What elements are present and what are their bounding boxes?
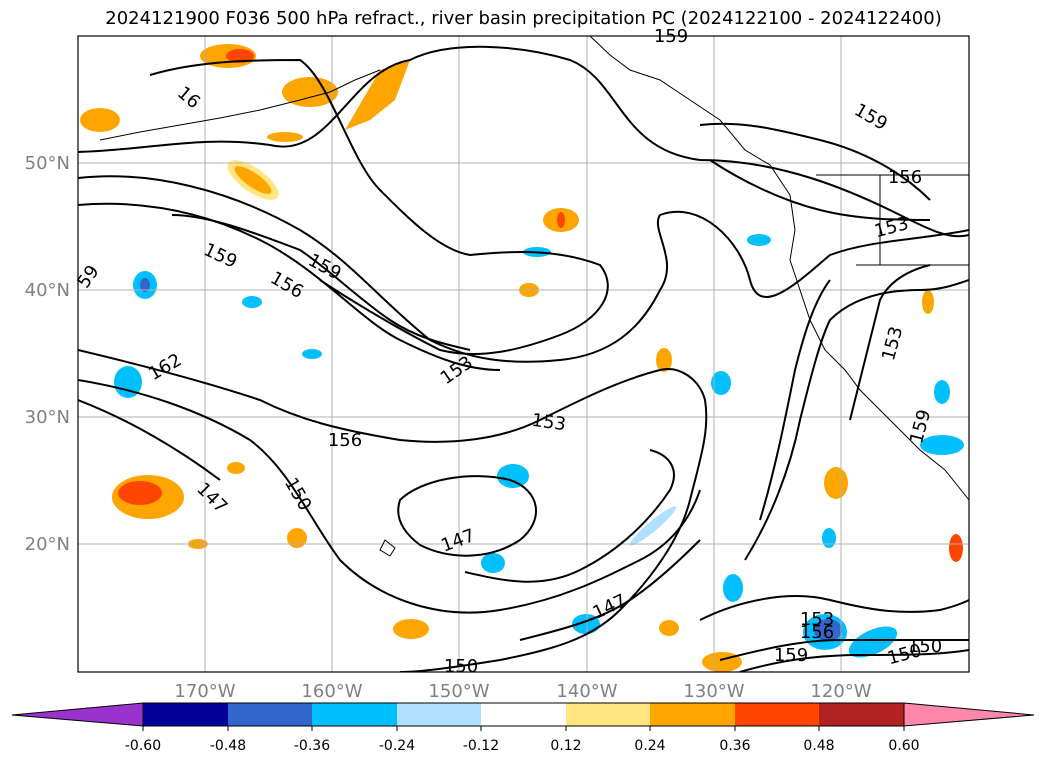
lon-label: 150°W [428, 681, 489, 700]
colorbar-tick-label: 0.36 [719, 738, 750, 754]
precip-blob [557, 212, 565, 228]
colorbar-segment [312, 703, 397, 726]
precip-blob [922, 290, 934, 314]
precip-blob [934, 380, 950, 404]
map-background [78, 36, 969, 672]
precip-blob [282, 77, 338, 107]
lat-label: 50°N [25, 153, 70, 174]
precip-blob [302, 349, 322, 359]
precip-blob [140, 278, 150, 292]
precip-blob [234, 166, 272, 194]
lon-label: 130°W [683, 681, 744, 700]
precip-blob [702, 652, 742, 672]
precip-blob [814, 619, 842, 641]
latitude-labels: 50°N 40°N 30°N 20°N [25, 153, 70, 555]
precip-blob [824, 467, 848, 499]
colorbar-segment [735, 703, 819, 726]
precip-blob [481, 553, 505, 573]
contour-label: 153 [530, 410, 567, 436]
precip-blob [267, 132, 303, 142]
colorbar-segment [143, 703, 228, 726]
refractivity-contours [78, 45, 969, 672]
precipitation-shading [80, 44, 964, 672]
precip-blob [920, 435, 964, 455]
contour-label: 150 [444, 656, 478, 677]
colorbar-segment [481, 703, 566, 726]
contour-label: 159 [774, 645, 808, 666]
colorbar-tick-label: 0.60 [888, 738, 919, 754]
precip-blob [226, 49, 254, 63]
precip-blob [497, 464, 529, 488]
lat-label: 30°N [25, 407, 70, 428]
lat-label: 20°N [25, 534, 70, 555]
map-panel: 159 16 159 156 159 59 162 153 156 153 15… [25, 26, 970, 700]
contour-label: 156 [800, 622, 834, 643]
precip-blob [659, 620, 679, 636]
colorbar-segment [228, 703, 312, 726]
precip-blob [822, 528, 836, 548]
colorbar-ticks [142, 726, 905, 731]
contour-label: 153 [800, 609, 834, 630]
lon-label: 140°W [556, 681, 617, 700]
colorbar-segment [397, 703, 481, 726]
colorbar-tick-label: -0.60 [125, 738, 161, 754]
colorbar-tick-label: -0.48 [210, 738, 246, 754]
contour-label: 156 [888, 167, 922, 188]
colorbar-tick-label: -0.12 [463, 738, 499, 754]
colorbar-extend-max [903, 702, 1035, 727]
map-frame [77, 35, 970, 673]
precip-blob [118, 481, 162, 505]
lon-label: 170°W [174, 681, 235, 700]
precip-blob [629, 506, 677, 546]
contour-label: 150 [908, 636, 942, 657]
contour-label: 159 [654, 26, 688, 47]
precip-blob [242, 296, 262, 308]
colorbar-tick-label: -0.24 [379, 738, 415, 754]
precip-blob [949, 534, 963, 562]
colorbar-tick-label: 0.12 [550, 738, 581, 754]
colorbar-segment [650, 703, 735, 726]
colorbar-tick-label: 0.48 [803, 738, 834, 754]
colorbar-tick-label: 0.24 [634, 738, 665, 754]
precip-blob [80, 108, 120, 132]
longitude-labels: 170°W 160°W 150°W 140°W 130°W 120°W [174, 681, 871, 700]
precip-blob [287, 528, 307, 548]
colorbar-frame [142, 702, 905, 727]
lon-label: 120°W [810, 681, 871, 700]
precip-blob [711, 371, 731, 395]
lon-label: 160°W [301, 681, 362, 700]
colorbar-segment [819, 703, 904, 726]
lat-label: 40°N [25, 280, 70, 301]
precip-blob [345, 60, 410, 130]
colorbar-segment [566, 703, 650, 726]
precip-blob [656, 348, 672, 372]
colorbar-extend-min [11, 702, 144, 727]
precip-blob [393, 619, 429, 639]
precip-blob [723, 574, 743, 602]
colorbar-tick-label: -0.36 [294, 738, 330, 754]
precip-blob [848, 626, 898, 658]
contour-label: 156 [328, 430, 362, 451]
precip-blob [114, 366, 142, 398]
precip-blob [747, 234, 771, 246]
coastlines [99, 36, 969, 557]
precip-blob [227, 462, 245, 474]
map-title: 2024121900 F036 500 hPa refract., river … [105, 8, 942, 29]
